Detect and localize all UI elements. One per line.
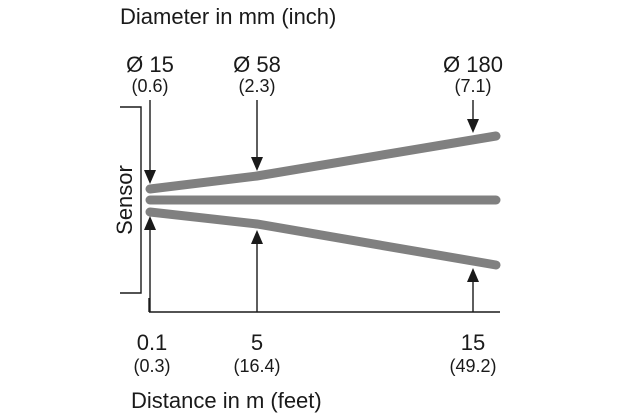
- distance-feet-label-3: (49.2): [449, 356, 496, 376]
- sensor-bracket: [120, 106, 142, 294]
- x-axis-label: Distance in m (feet): [131, 388, 322, 413]
- arrowhead-up-1: [144, 216, 156, 230]
- beam-lower-edge: [145, 207, 501, 270]
- arrowhead-down-1: [144, 170, 156, 184]
- diameter-label-1: Ø 15: [126, 52, 174, 77]
- diameter-label-3: Ø 180: [443, 52, 503, 77]
- arrowhead-down-2: [251, 157, 263, 171]
- distance-feet-label-1: (0.3): [133, 356, 170, 376]
- arrowhead-down-3: [467, 119, 479, 133]
- distance-label-1: 0.1: [137, 330, 168, 355]
- arrowhead-up-3: [467, 268, 479, 282]
- diameter-label-2: Ø 58: [233, 52, 281, 77]
- arrowhead-up-2: [251, 230, 263, 244]
- sensor-label: Sensor: [112, 165, 137, 235]
- distance-feet-label-2: (16.4): [233, 356, 280, 376]
- diagram-title: Diameter in mm (inch): [120, 4, 336, 29]
- diameter-inch-label-1: (0.6): [131, 76, 168, 96]
- diameter-inch-label-3: (7.1): [454, 76, 491, 96]
- distance-label-2: 5: [251, 330, 263, 355]
- diameter-inch-label-2: (2.3): [238, 76, 275, 96]
- beam-upper-edge: [145, 131, 501, 194]
- distance-label-3: 15: [461, 330, 485, 355]
